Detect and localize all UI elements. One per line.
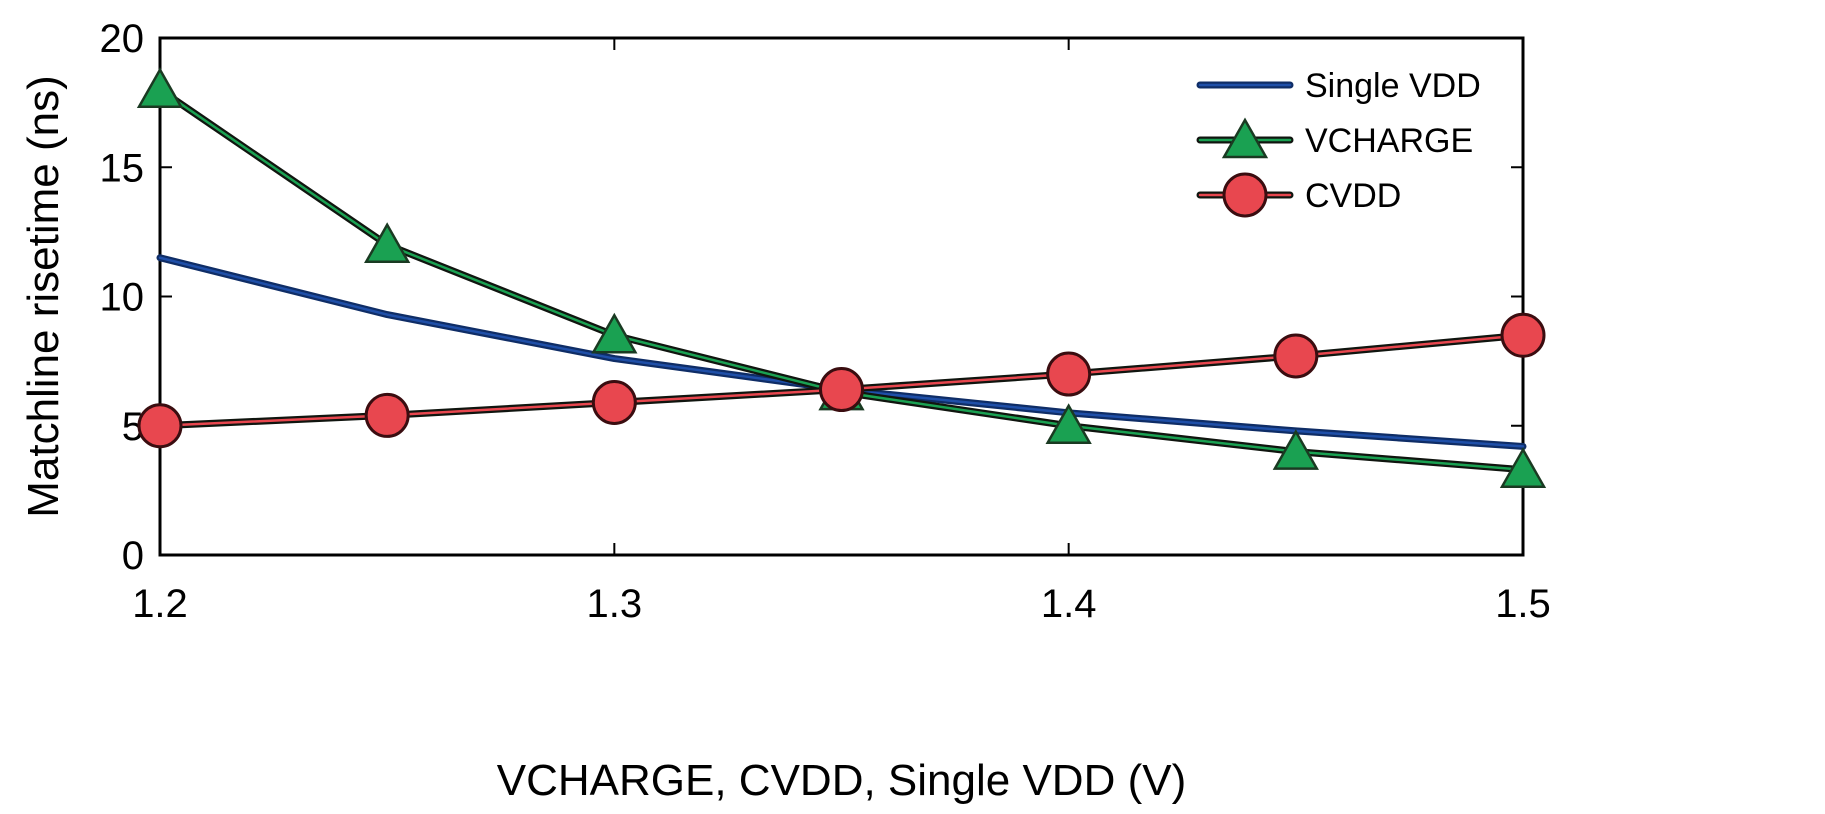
legend-marker-cvdd bbox=[1222, 172, 1268, 218]
legend: Single VDD VCHARGE CVDD bbox=[1196, 67, 1481, 218]
series-markers bbox=[136, 67, 1547, 488]
data-point-cvdd bbox=[364, 392, 410, 438]
y-tick-label: 20 bbox=[100, 17, 145, 61]
x-tick-label: 1.2 bbox=[132, 582, 188, 626]
y-axis-title: Matchline risetime (ns) bbox=[19, 75, 68, 518]
data-point-cvdd bbox=[137, 403, 183, 449]
data-point-cvdd bbox=[1273, 333, 1319, 379]
data-point-vcharge bbox=[1272, 429, 1319, 470]
legend-label-vcharge: VCHARGE bbox=[1305, 122, 1473, 160]
data-point-vcharge bbox=[1499, 447, 1547, 488]
legend-marker-vcharge bbox=[1221, 117, 1269, 159]
y-tick-label: 10 bbox=[100, 276, 145, 320]
plot-frame bbox=[158, 36, 1525, 557]
data-point-cvdd bbox=[1046, 351, 1092, 397]
legend-label-cvdd: CVDD bbox=[1305, 177, 1401, 215]
y-tick-label: 5 bbox=[122, 405, 144, 449]
y-tick-label: 0 bbox=[122, 534, 144, 578]
x-tick-label: 1.5 bbox=[1495, 582, 1551, 626]
x-tick-label: 1.3 bbox=[587, 582, 643, 626]
x-tick-label: 1.4 bbox=[1041, 582, 1097, 626]
y-tick-label: 15 bbox=[100, 146, 145, 190]
data-point-vcharge bbox=[364, 222, 411, 264]
data-point-vcharge bbox=[591, 312, 638, 354]
data-point-cvdd bbox=[1500, 312, 1546, 358]
data-point-cvdd bbox=[819, 367, 864, 413]
data-point-vcharge bbox=[1045, 403, 1092, 444]
data-point-cvdd bbox=[591, 379, 637, 425]
legend-label-single-vdd: Single VDD bbox=[1305, 67, 1481, 105]
data-point-vcharge bbox=[136, 67, 184, 108]
x-axis-title: VCHARGE, CVDD, Single VDD (V) bbox=[497, 756, 1186, 805]
axes: 1.2 1.3 1.4 1.5 0 5 10 15 20 bbox=[100, 17, 1551, 626]
